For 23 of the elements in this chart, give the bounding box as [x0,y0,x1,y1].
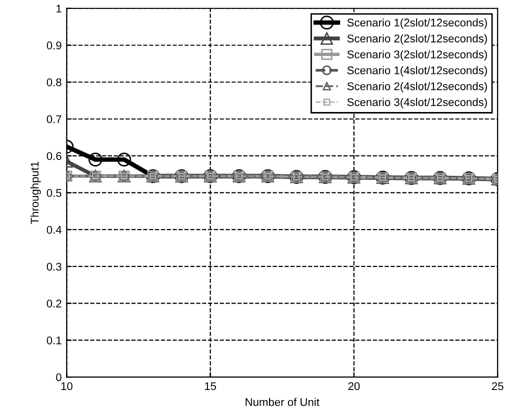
y-tick-label: 0.8 [46,78,62,86]
y-tick-label: 0.3 [46,262,62,271]
x-tick-label: 15 [205,382,216,390]
y-tick-label: 0.5 [46,189,62,197]
y-tick-label: 0 [56,373,62,382]
legend-label: Scenario 1(2slot/12seconds) [347,18,487,29]
legend-label: Scenario 3(2slot/12seconds) [347,50,487,61]
legend-label: Scenario 2(2slot/12seconds) [347,34,487,45]
legend-label: Scenario 2(4slot/12seconds) [347,82,487,92]
legend-label: Scenario 3(4slot/12seconds) [347,98,487,108]
y-tick-label: 1 [56,4,62,12]
y-tick-label: 0.1 [46,336,62,344]
x-tick-label: 25 [492,382,504,390]
y-tick-label: 0.7 [46,115,62,124]
x-tick-label: 20 [348,382,360,390]
y-tick-label: 0.4 [46,226,62,234]
y-tick-label: 0.9 [46,42,62,50]
legend-label: Scenario 1(4slot/12seconds) [347,66,487,76]
x-tick-label: 10 [61,382,72,390]
y-axis-title: Throughput1 [30,162,41,224]
x-axis-title: Number of Unit [246,398,320,406]
y-tick-label: 0.6 [46,152,62,160]
y-tick-label: 0.2 [46,300,62,308]
